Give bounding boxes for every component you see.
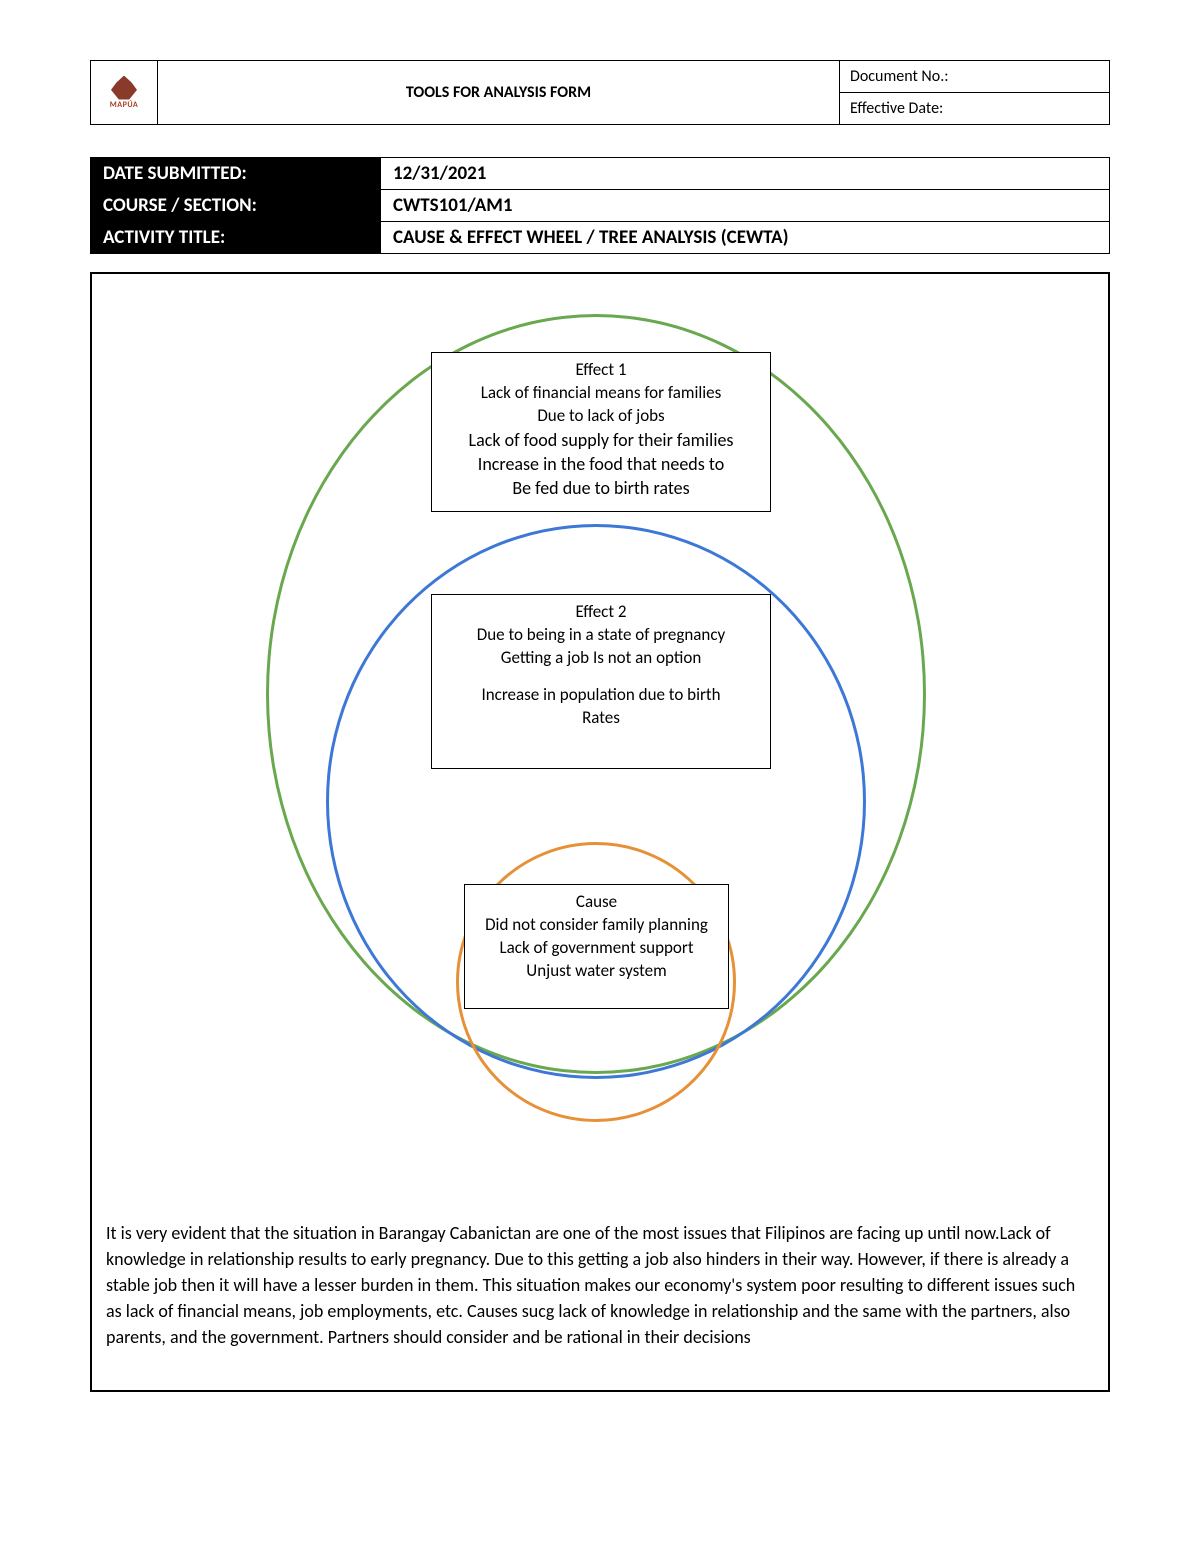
date-submitted-label: DATE SUBMITTED: (91, 158, 381, 190)
effect2-line4: Rates (440, 707, 762, 730)
activity-title-label: ACTIVITY TITLE: (91, 222, 381, 254)
diagram-area: Effect 1 Lack of financial means for fam… (106, 304, 1094, 1204)
header-table: MAPÚA TOOLS FOR ANALYSIS FORM Document N… (90, 60, 1110, 125)
logo-cell: MAPÚA (91, 61, 158, 125)
effect1-line1: Lack of financial means for families (440, 382, 762, 405)
logo-text: MAPÚA (110, 100, 138, 110)
effect2-line2: Getting a job Is not an option (440, 647, 762, 670)
cause-line3: Unjust water system (473, 960, 720, 983)
activity-title-value: CAUSE & EFFECT WHEEL / TREE ANALYSIS (CE… (381, 222, 1110, 254)
document-no-label: Document No.: (840, 61, 1110, 93)
effective-date-label: Effective Date: (840, 93, 1110, 125)
diagram-frame: Effect 1 Lack of financial means for fam… (90, 272, 1110, 1392)
effect1-line4: Increase in the food that needs to (440, 452, 762, 476)
cause-line1: Did not consider family planning (473, 914, 720, 937)
effect2-line1: Due to being in a state of pregnancy (440, 624, 762, 647)
effect2-line3: Increase in population due to birth (440, 684, 762, 707)
effect1-line5: Be fed due to birth rates (440, 476, 762, 500)
cause-box: Cause Did not consider family planning L… (464, 884, 729, 1009)
cause-line2: Lack of government support (473, 937, 720, 960)
info-table: DATE SUBMITTED: 12/31/2021 COURSE / SECT… (90, 157, 1110, 254)
analysis-paragraph: It is very evident that the situation in… (106, 1220, 1094, 1350)
cause-title: Cause (473, 891, 720, 914)
effect2-title: Effect 2 (440, 601, 762, 624)
date-submitted-value: 12/31/2021 (381, 158, 1110, 190)
effect1-box: Effect 1 Lack of financial means for fam… (431, 352, 771, 512)
effect1-title: Effect 1 (440, 359, 762, 382)
effect1-line3: Lack of food supply for their families (440, 428, 762, 452)
effect1-line2: Due to lack of jobs (440, 405, 762, 428)
form-title: TOOLS FOR ANALYSIS FORM (158, 61, 840, 125)
effect2-box: Effect 2 Due to being in a state of preg… (431, 594, 771, 769)
course-section-label: COURSE / SECTION: (91, 190, 381, 222)
course-section-value: CWTS101/AM1 (381, 190, 1110, 222)
logo-icon: MAPÚA (101, 70, 147, 116)
